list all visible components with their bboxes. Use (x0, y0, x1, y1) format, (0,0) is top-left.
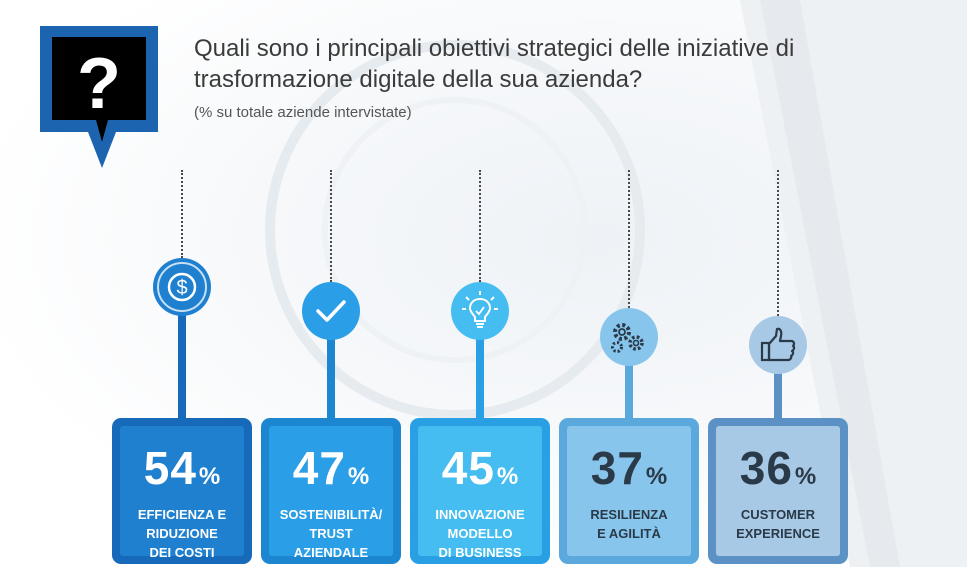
metric-card-inner: 45% INNOVAZIONE MODELLO DI BUSINESS (418, 426, 542, 560)
value-unit: % (645, 463, 668, 490)
label-line: INNOVAZIONE (435, 507, 525, 522)
lightbulb-icon (451, 282, 509, 340)
metric-card-inner: 47% SOSTENIBILITÀ/ TRUST AZIENDALE (269, 426, 393, 560)
value-number: 36 (739, 442, 793, 494)
metric-card-inner: 36% CUSTOMER EXPERIENCE (716, 426, 840, 556)
connector-stem (625, 350, 633, 428)
page-subtitle: (% su totale aziende intervistate) (194, 104, 412, 121)
gears-icon (600, 308, 658, 366)
value-unit: % (198, 463, 221, 490)
metric-label: EFFICIENZA E RIDUZIONE DEI COSTI (120, 505, 244, 562)
checkmark-icon (302, 282, 360, 340)
metric-card: 54% EFFICIENZA E RIDUZIONE DEI COSTI (112, 418, 252, 564)
label-line: MODELLO (447, 526, 513, 541)
metric-column-resilience: 37% RESILIENZA E AGILITÀ (559, 170, 699, 567)
metric-column-efficiency: $ 54% EFFICIENZA E RIDUZIONE DEI COSTI (112, 170, 252, 567)
value-unit: % (794, 463, 817, 490)
connector-stem (476, 324, 484, 428)
metric-value: 47% (269, 441, 393, 495)
label-line: RIDUZIONE (146, 526, 218, 541)
connector-stem (178, 300, 186, 428)
question-bubble-icon: ? (34, 20, 164, 180)
metric-column-innovation: 45% INNOVAZIONE MODELLO DI BUSINESS (410, 170, 550, 567)
label-line: EXPERIENCE (736, 526, 820, 541)
metric-value: 54% (120, 441, 244, 495)
label-line: DEI COSTI (149, 545, 215, 560)
dotted-connector (479, 170, 481, 282)
metric-label: INNOVAZIONE MODELLO DI BUSINESS (418, 505, 542, 562)
value-number: 47 (292, 442, 346, 494)
metric-value: 45% (418, 441, 542, 495)
value-unit: % (347, 463, 370, 490)
metric-value: 37% (567, 441, 691, 495)
metric-card-inner: 37% RESILIENZA E AGILITÀ (567, 426, 691, 556)
value-number: 37 (590, 442, 644, 494)
label-line: RESILIENZA (590, 507, 668, 522)
dotted-connector (181, 170, 183, 258)
dotted-connector (330, 170, 332, 282)
metric-card: 45% INNOVAZIONE MODELLO DI BUSINESS (410, 418, 550, 564)
metric-card: 37% RESILIENZA E AGILITÀ (559, 418, 699, 564)
metric-column-customer: 36% CUSTOMER EXPERIENCE (708, 170, 848, 567)
label-line: DI BUSINESS (438, 545, 522, 560)
label-line: E AGILITÀ (597, 526, 661, 541)
connector-stem (327, 324, 335, 428)
svg-text:$: $ (176, 277, 187, 299)
value-number: 54 (143, 442, 197, 494)
metric-card-inner: 54% EFFICIENZA E RIDUZIONE DEI COSTI (120, 426, 244, 560)
metric-label: RESILIENZA E AGILITÀ (567, 505, 691, 543)
label-line: TRUST (309, 526, 353, 541)
metric-column-sustainability: 47% SOSTENIBILITÀ/ TRUST AZIENDALE (261, 170, 401, 567)
metric-value: 36% (716, 441, 840, 495)
connector-stem (774, 358, 782, 428)
dotted-connector (628, 170, 630, 308)
metric-card: 47% SOSTENIBILITÀ/ TRUST AZIENDALE (261, 418, 401, 564)
svg-text:?: ? (77, 44, 121, 124)
value-number: 45 (441, 442, 495, 494)
label-line: EFFICIENZA E (137, 507, 227, 522)
dotted-connector (777, 170, 779, 316)
dollar-coin-icon: $ (153, 258, 211, 316)
metric-label: CUSTOMER EXPERIENCE (716, 505, 840, 543)
page-title: Quali sono i principali obiettivi strate… (194, 35, 795, 93)
value-unit: % (496, 463, 519, 490)
metric-card: 36% CUSTOMER EXPERIENCE (708, 418, 848, 564)
thumbs-up-icon (749, 316, 807, 374)
label-line: CUSTOMER (740, 507, 816, 522)
label-line: SOSTENIBILITÀ/ (279, 507, 383, 522)
metric-label: SOSTENIBILITÀ/ TRUST AZIENDALE (269, 505, 393, 562)
label-line: AZIENDALE (293, 545, 369, 560)
